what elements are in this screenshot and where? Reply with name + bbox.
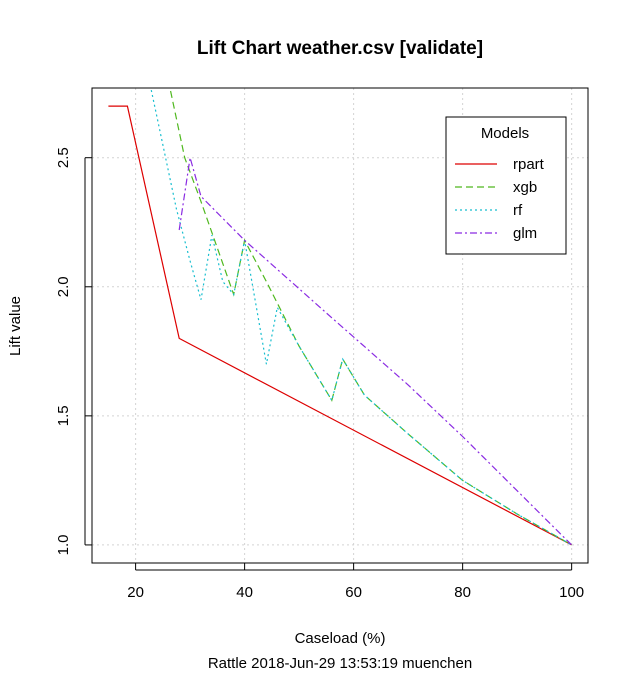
legend: Models rpart xgb rf glm — [445, 116, 567, 255]
legend-label-rpart: rpart — [513, 156, 545, 173]
series-line-rf — [150, 88, 572, 546]
subtitle: Rattle 2018-Jun-29 13:53:19 muenchen — [208, 655, 472, 672]
x-tick-label: 40 — [236, 584, 253, 601]
y-axis-label: Lift value — [7, 296, 24, 356]
legend-box — [445, 116, 567, 255]
y-tick-label: 2.5 — [55, 147, 72, 168]
series-lines — [108, 88, 573, 546]
legend-label-glm: glm — [513, 225, 537, 242]
x-tick-label: 100 — [559, 584, 584, 601]
y-tick-label: 1.0 — [55, 534, 72, 555]
y-tick-label: 2.0 — [55, 276, 72, 297]
series-line-glm — [178, 157, 573, 546]
x-tick-label: 20 — [127, 584, 144, 601]
legend-label-rf: rf — [513, 202, 523, 219]
legend-items: rpart xgb rf glm — [455, 156, 545, 242]
x-axis-label: Caseload (%) — [295, 630, 386, 647]
series-line-rpart — [108, 105, 572, 546]
legend-label-xgb: xgb — [513, 179, 537, 196]
grid — [92, 88, 588, 563]
plot-frame — [91, 87, 589, 564]
chart-title: Lift Chart weather.csv [validate] — [197, 38, 483, 59]
x-tick-label: 60 — [345, 584, 362, 601]
y-tick-label: 1.5 — [55, 405, 72, 426]
legend-title: Models — [481, 125, 529, 142]
axes: 20 40 60 80 100 1.0 1.5 2.0 2.5 — [55, 147, 584, 601]
x-tick-label: 80 — [454, 584, 471, 601]
